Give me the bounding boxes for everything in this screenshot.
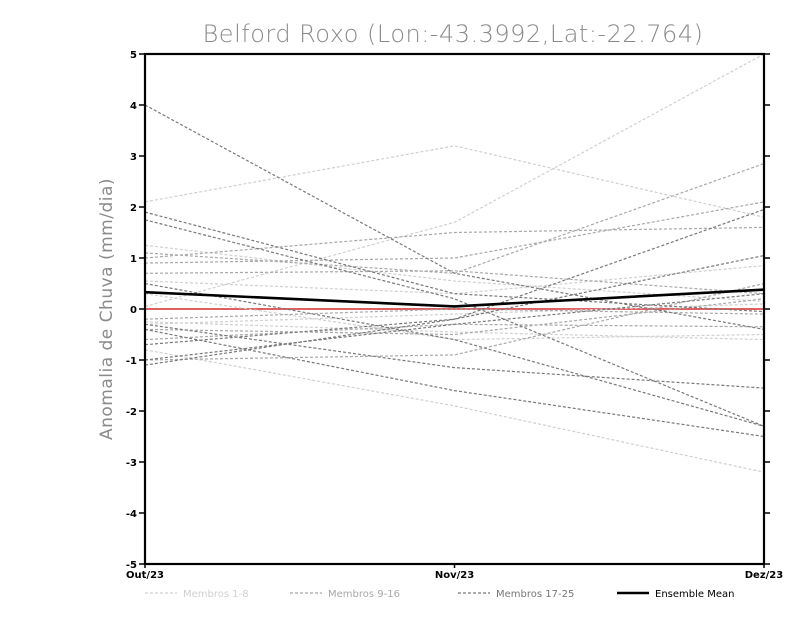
y-axis-label: Anomalia de Chuva (mm/dia) <box>97 178 117 440</box>
series-line-m18 <box>145 211 764 313</box>
series-line-m25 <box>145 293 764 361</box>
series-line-m24 <box>145 208 764 346</box>
y-tick-label: 3 <box>130 152 137 163</box>
legend-label: Membros 9-16 <box>328 589 400 600</box>
series-line-m4 <box>145 321 764 341</box>
y-tick-label: 5 <box>130 50 137 61</box>
series-line-m6 <box>145 265 764 295</box>
y-tick-label: -3 <box>126 458 137 469</box>
series-line-m2 <box>145 244 764 302</box>
y-tick-label: 2 <box>130 203 137 214</box>
chart-title: Belford Roxo (Lon:-43.3992,Lat:-22.764) <box>203 20 704 48</box>
series-line-m1 <box>145 145 764 218</box>
series-line-m7 <box>145 349 764 473</box>
series-line-m23 <box>145 254 764 366</box>
x-tick-label: Dez/23 <box>745 570 784 581</box>
axis-ticks: -5 -4 -3 -2 -1 0 1 2 3 4 5 Out/23 Nov/23 Dez/23 <box>126 50 783 581</box>
y-tick-label: -4 <box>126 509 137 520</box>
series-line-m17 <box>145 104 764 330</box>
legend-label: Ensemble Mean <box>655 589 734 600</box>
plot-area <box>143 52 766 566</box>
legend-label: Membros 1-8 <box>183 589 249 600</box>
series-line-mean <box>145 288 764 308</box>
y-tick-label: 1 <box>130 254 137 265</box>
x-tick-label: Out/23 <box>126 570 164 581</box>
legend-label: Membros 17-25 <box>496 589 574 600</box>
series-line-m19 <box>145 219 764 427</box>
series-line-m22 <box>145 328 764 438</box>
y-tick-label: 4 <box>130 101 137 112</box>
series-line-m3 <box>145 54 764 307</box>
series-line-m15 <box>145 163 764 274</box>
series-line-m5 <box>145 293 764 341</box>
series-line-m11 <box>145 270 764 295</box>
legend: Membros 1-8 Membros 9-16 Membros 17-25 Ense… <box>145 589 734 600</box>
y-tick-label: -1 <box>126 356 137 367</box>
series-line-m21 <box>145 323 764 389</box>
y-tick-label: -2 <box>126 407 137 418</box>
x-tick-label: Nov/23 <box>435 570 474 581</box>
y-tick-label: 0 <box>130 305 137 316</box>
series-line-m16 <box>145 308 764 320</box>
series-line-m13 <box>145 282 764 361</box>
series-line-m14 <box>145 323 764 341</box>
y-tick-label: -5 <box>126 560 137 571</box>
series-line-m9 <box>145 226 764 259</box>
